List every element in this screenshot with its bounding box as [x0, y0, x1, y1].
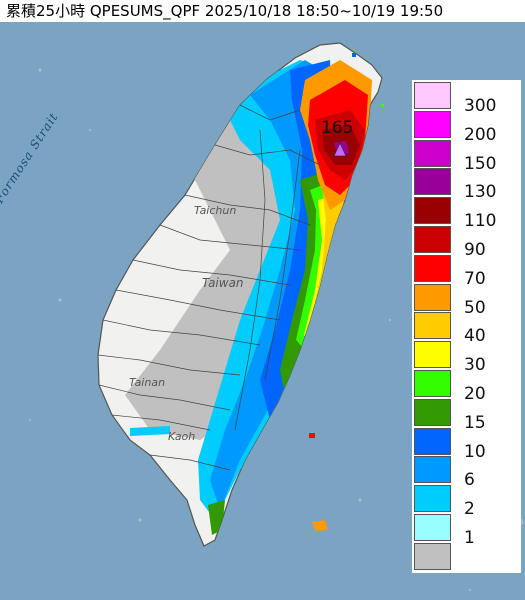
- legend-label: 15: [464, 412, 486, 433]
- place-label: Taichun: [194, 204, 237, 217]
- max-value-label: 165: [321, 118, 354, 138]
- legend-swatch: [414, 254, 451, 282]
- sea-texture: [29, 68, 471, 591]
- legend-label: 130: [464, 182, 497, 203]
- islet-marker: [312, 520, 328, 531]
- legend-swatch: [414, 139, 451, 167]
- color-legend: 300 200 150 130 110 90 70 50 40 30 20 15 10 6 2 1: [412, 80, 521, 573]
- legend-swatch: [414, 370, 451, 397]
- legend-swatch: [414, 341, 451, 369]
- legend-swatch: [414, 82, 451, 109]
- legend-swatch: [414, 312, 451, 340]
- legend-label: 1: [464, 528, 475, 548]
- legend-swatch: [414, 283, 451, 311]
- map-title: 累積25小時 QPESUMS_QPF 2025/10/18 18:50~10/1…: [0, 0, 525, 22]
- legend-label: 70: [464, 268, 486, 289]
- legend-swatch: [414, 110, 451, 138]
- place-label: Tainan: [129, 376, 166, 389]
- legend-swatch: [414, 168, 451, 196]
- legend-label: 200: [464, 124, 497, 145]
- legend-swatch: [414, 398, 451, 426]
- legend-label: 50: [464, 297, 486, 318]
- legend-label: 150: [464, 153, 497, 174]
- island-label: Taiwan: [202, 276, 244, 290]
- legend-label: 30: [464, 355, 486, 376]
- max-marker-icon: [333, 142, 347, 157]
- islet-marker: [309, 433, 315, 438]
- legend-swatch: [414, 427, 451, 455]
- legend-swatch: [414, 197, 451, 225]
- legend-label: 6: [464, 470, 475, 491]
- legend-swatch: [414, 485, 451, 513]
- legend-swatch: [414, 542, 451, 570]
- boundaries: [97, 104, 321, 471]
- place-label: Kaoh: [168, 430, 196, 443]
- legend-label: 90: [464, 240, 486, 260]
- legend-swatch: [414, 226, 451, 253]
- legend-label: 300: [464, 96, 497, 116]
- legend-swatch: [414, 456, 451, 484]
- legend-label: 110: [464, 211, 497, 232]
- legend-label: 40: [464, 326, 486, 347]
- legend-swatch: [414, 514, 451, 541]
- legend-label: 2: [464, 499, 475, 520]
- legend-label: 10: [464, 441, 486, 462]
- legend-label: 20: [464, 384, 486, 404]
- islet-marker: [352, 53, 356, 57]
- islet-marker: [381, 104, 384, 107]
